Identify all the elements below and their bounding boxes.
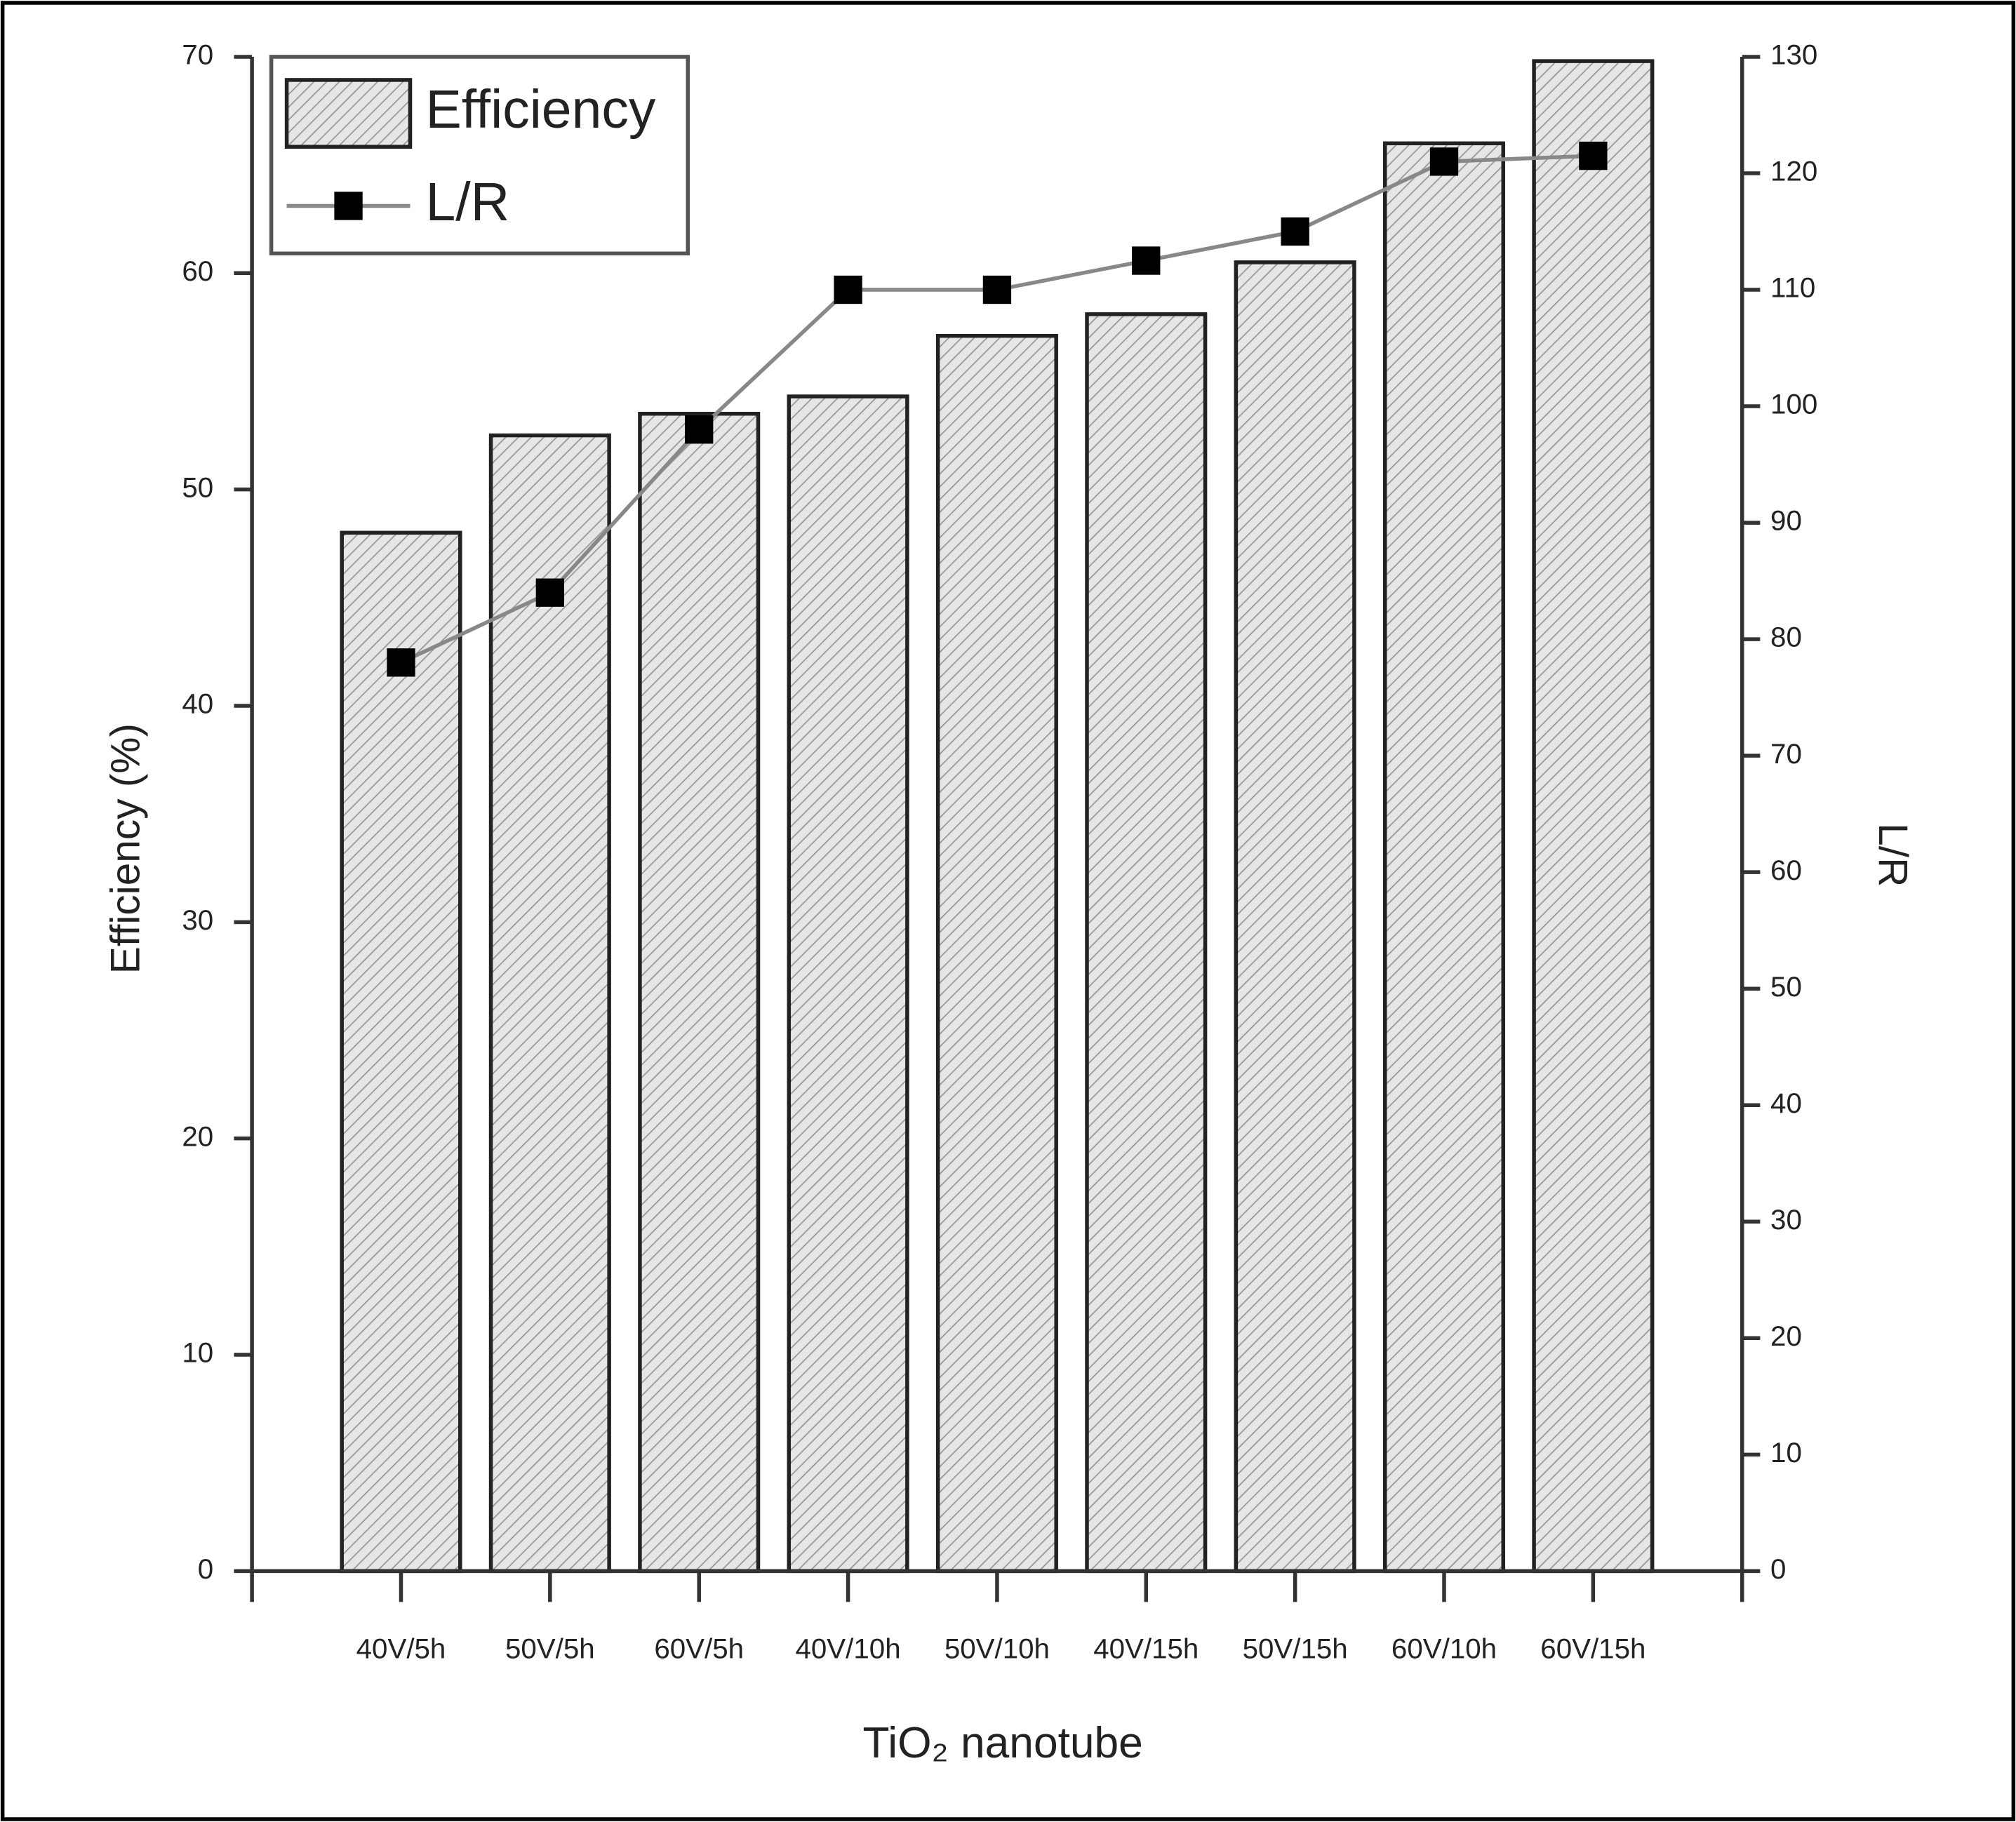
marker — [1579, 141, 1608, 170]
bar — [488, 433, 611, 1574]
marker — [834, 275, 862, 304]
y2-tick-label: 60 — [1770, 855, 1802, 886]
marker — [387, 648, 415, 677]
y2-tick-label: 80 — [1770, 622, 1802, 653]
y2-tick-label: 130 — [1770, 39, 1817, 71]
y-axis-label: Efficiency (%) — [103, 723, 149, 974]
bar — [787, 394, 909, 1574]
legend-label: L/R — [425, 172, 509, 232]
bar — [340, 530, 462, 1574]
legend-label: Efficiency — [425, 79, 655, 140]
x-tick-label: 40V/15h — [1093, 1633, 1199, 1665]
y2-tick-label: 10 — [1770, 1437, 1802, 1468]
marker — [1281, 217, 1309, 246]
marker — [685, 415, 714, 444]
y2-tick-label: 0 — [1770, 1553, 1786, 1585]
x-tick-label: 60V/15h — [1540, 1633, 1645, 1665]
x-axis-label: TiO₂ nanotube — [863, 1719, 1143, 1767]
bar — [1532, 59, 1655, 1574]
y2-axis-label: L/R — [1870, 823, 1916, 887]
y-tick-label: 30 — [182, 904, 213, 936]
y2-tick-label: 90 — [1770, 505, 1802, 537]
y-tick-label: 20 — [182, 1120, 213, 1152]
y2-tick-label: 120 — [1770, 156, 1817, 187]
x-tick-label: 60V/5h — [654, 1633, 744, 1665]
y-tick-label: 70 — [182, 39, 213, 71]
y2-tick-label: 40 — [1770, 1087, 1802, 1119]
bar — [1085, 312, 1208, 1574]
y2-tick-label: 50 — [1770, 971, 1802, 1003]
bar — [638, 411, 761, 1574]
marker — [982, 275, 1012, 304]
y-tick-label: 40 — [182, 688, 213, 720]
bar — [1234, 260, 1356, 1574]
y2-tick-label: 110 — [1770, 272, 1815, 304]
y2-tick-label: 30 — [1770, 1204, 1802, 1235]
bar — [1382, 141, 1506, 1574]
y2-tick-label: 70 — [1770, 738, 1802, 770]
x-tick-label: 40V/10h — [795, 1633, 900, 1665]
legend-swatch — [284, 78, 413, 149]
marker — [1429, 147, 1459, 176]
x-tick-label: 40V/5h — [356, 1633, 446, 1665]
y2-tick-label: 100 — [1770, 389, 1817, 420]
y-tick-label: 10 — [182, 1337, 213, 1369]
bar — [935, 333, 1058, 1574]
y-tick-label: 50 — [182, 471, 213, 503]
marker — [535, 578, 565, 607]
y2-tick-label: 20 — [1770, 1320, 1802, 1352]
x-tick-label: 60V/10h — [1391, 1633, 1497, 1665]
y-tick-label: 60 — [182, 255, 213, 287]
x-tick-label: 50V/5h — [505, 1633, 595, 1665]
legend-marker — [334, 192, 363, 220]
y-tick-label: 0 — [198, 1553, 213, 1585]
x-tick-label: 50V/15h — [1243, 1633, 1348, 1665]
x-tick-label: 50V/10h — [944, 1633, 1050, 1665]
marker — [1132, 246, 1161, 275]
